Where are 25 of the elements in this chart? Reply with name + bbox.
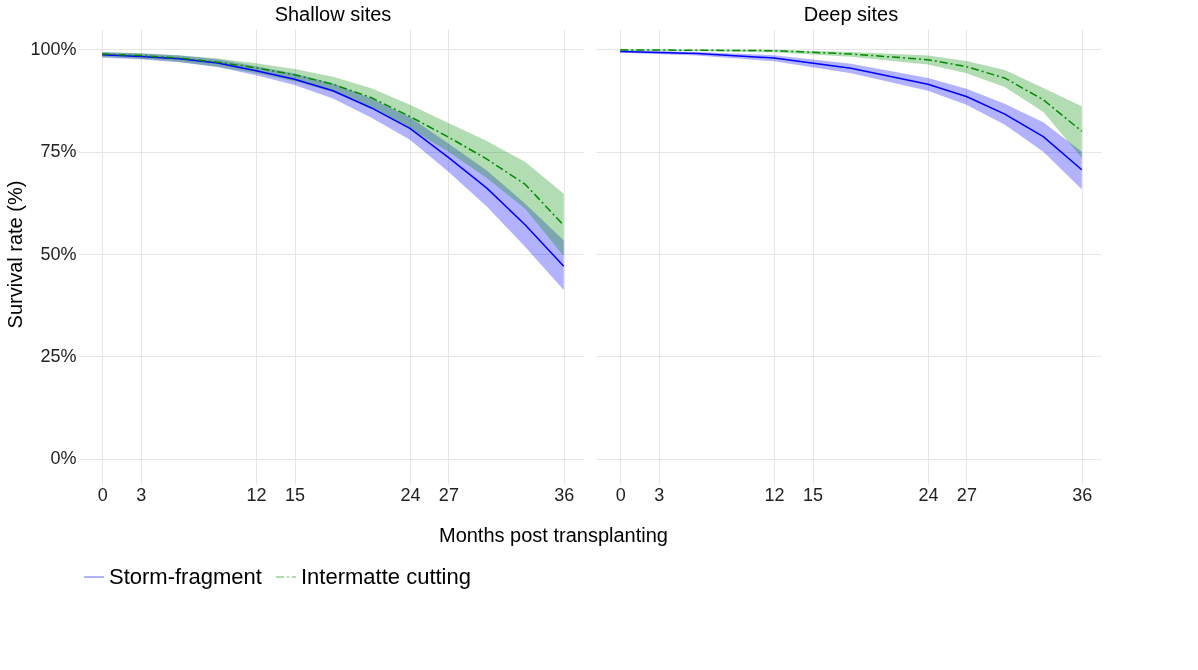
chart-title: Deep sites bbox=[803, 3, 899, 25]
x-tick-label: 12 bbox=[246, 484, 267, 505]
y-tick-label: 50% bbox=[40, 243, 77, 264]
x-axis-title: Months post transplanting bbox=[438, 524, 668, 546]
legend-label: Intermatte cutting bbox=[301, 564, 471, 589]
x-tick-label: 36 bbox=[1072, 484, 1093, 505]
x-tick-label: 24 bbox=[400, 484, 421, 505]
x-tick-label: 15 bbox=[803, 484, 824, 505]
x-tick-label: 12 bbox=[764, 484, 785, 505]
legend-label: Storm-fragment bbox=[109, 564, 262, 589]
y-tick-label: 0% bbox=[50, 448, 77, 469]
y-tick-label: 100% bbox=[30, 38, 77, 59]
x-tick-label: 3 bbox=[654, 484, 665, 505]
y-axis-title: Survival rate (%) bbox=[4, 180, 27, 329]
x-tick-label: 27 bbox=[956, 484, 977, 505]
x-tick-label: 36 bbox=[554, 484, 575, 505]
x-tick-label: 0 bbox=[97, 484, 108, 505]
chart-title: Shallow sites bbox=[274, 3, 392, 25]
x-tick-label: 3 bbox=[136, 484, 147, 505]
x-tick-label: 24 bbox=[918, 484, 939, 505]
y-tick-label: 25% bbox=[40, 345, 77, 366]
x-tick-label: 15 bbox=[285, 484, 306, 505]
x-tick-label: 27 bbox=[438, 484, 459, 505]
y-tick-label: 75% bbox=[40, 141, 77, 162]
x-tick-label: 0 bbox=[615, 484, 626, 505]
